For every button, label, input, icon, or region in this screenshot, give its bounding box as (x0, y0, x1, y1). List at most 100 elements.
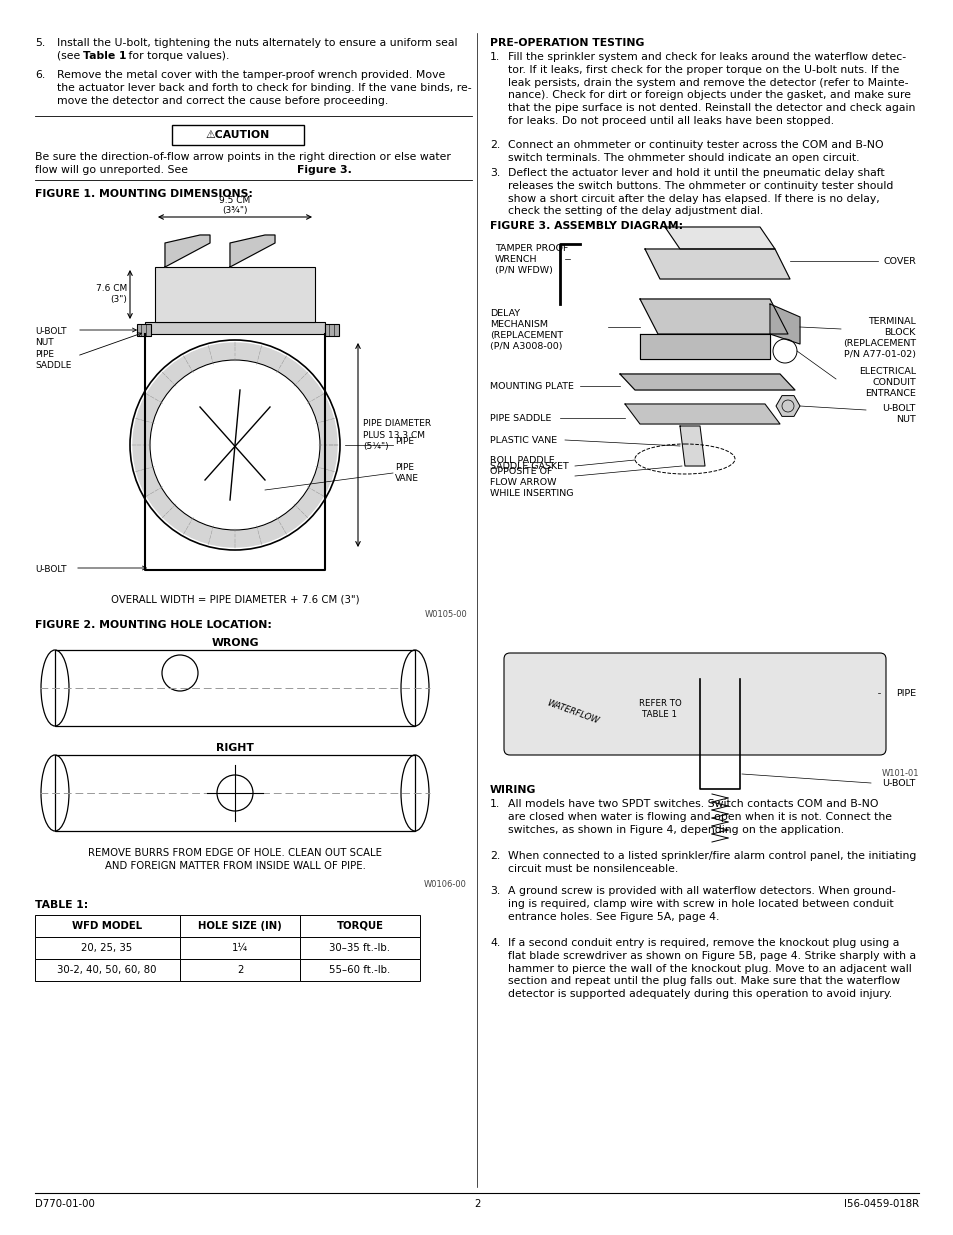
Text: PIPE
VANE: PIPE VANE (395, 463, 418, 483)
Text: 5.: 5. (35, 38, 45, 48)
Text: Be sure the direction-of-flow arrow points in the right direction or else water
: Be sure the direction-of-flow arrow poin… (35, 152, 451, 175)
Text: U-BOLT
NUT: U-BOLT NUT (882, 404, 915, 424)
Text: When connected to a listed sprinkler/fire alarm control panel, the initiating
ci: When connected to a listed sprinkler/fir… (507, 851, 916, 874)
Text: REMOVE BURRS FROM EDGE OF HOLE. CLEAN OUT SCALE
AND FOREIGN MATTER FROM INSIDE W: REMOVE BURRS FROM EDGE OF HOLE. CLEAN OU… (88, 848, 381, 871)
Text: 1¼: 1¼ (232, 944, 248, 953)
Text: WRONG: WRONG (211, 638, 258, 648)
Text: 2: 2 (236, 965, 243, 974)
Text: PIPE: PIPE (395, 437, 414, 446)
Text: Deflect the actuator lever and hold it until the pneumatic delay shaft
releases : Deflect the actuator lever and hold it u… (507, 168, 892, 216)
FancyBboxPatch shape (172, 125, 304, 144)
Text: 7.6 CM
(3"): 7.6 CM (3") (95, 284, 127, 304)
Text: DELAY
MECHANISM
(REPLACEMENT
(P/N A3008-00): DELAY MECHANISM (REPLACEMENT (P/N A3008-… (490, 309, 562, 351)
Bar (325, 324, 338, 336)
Polygon shape (644, 249, 789, 279)
Text: 1.: 1. (490, 52, 499, 62)
Text: MOUNTING PLATE: MOUNTING PLATE (490, 382, 574, 391)
Polygon shape (165, 235, 210, 267)
Polygon shape (775, 395, 800, 416)
Text: TORQUE: TORQUE (336, 921, 383, 931)
Text: COVER: COVER (882, 257, 915, 266)
Polygon shape (639, 299, 787, 333)
Text: 2: 2 (474, 1199, 479, 1209)
Text: SADDLE GASKET: SADDLE GASKET (490, 462, 568, 471)
Text: HOLE SIZE (IN): HOLE SIZE (IN) (198, 921, 281, 931)
Text: 4.: 4. (490, 939, 499, 948)
Text: 6.: 6. (35, 70, 45, 80)
Text: PIPE: PIPE (895, 689, 915, 698)
Text: PLASTIC VANE: PLASTIC VANE (490, 436, 557, 445)
Text: PRE-OPERATION TESTING: PRE-OPERATION TESTING (490, 38, 643, 48)
Text: Install the U-bolt, tightening the nuts alternately to ensure a uniform seal: Install the U-bolt, tightening the nuts … (57, 38, 457, 48)
Text: 1.: 1. (490, 799, 499, 809)
Text: FIGURE 1. MOUNTING DIMENSIONS:: FIGURE 1. MOUNTING DIMENSIONS: (35, 189, 253, 199)
Text: 30–35 ft.-lb.: 30–35 ft.-lb. (329, 944, 390, 953)
Text: PIPE DIAMETER
PLUS 13.3 CM
(5¼"): PIPE DIAMETER PLUS 13.3 CM (5¼") (363, 420, 431, 451)
Bar (180, 960, 299, 981)
Text: D770-01-00: D770-01-00 (35, 1199, 94, 1209)
Text: ⚠CAUTION: ⚠CAUTION (206, 130, 270, 140)
Text: for torque values).: for torque values). (125, 51, 229, 61)
Circle shape (150, 359, 319, 530)
Bar (299, 937, 419, 960)
Text: TAMPER PROOF
WRENCH
(P/N WFDW): TAMPER PROOF WRENCH (P/N WFDW) (495, 245, 568, 275)
Text: U-BOLT: U-BOLT (882, 779, 915, 788)
Text: TERMINAL
BLOCK
(REPLACEMENT
P/N A77-01-02): TERMINAL BLOCK (REPLACEMENT P/N A77-01-0… (842, 317, 915, 359)
Text: WATERFLOW: WATERFLOW (544, 699, 599, 726)
Polygon shape (230, 235, 274, 267)
Text: Figure 3.: Figure 3. (296, 165, 352, 175)
Bar (55, 650, 415, 726)
Bar (154, 267, 314, 322)
Bar (55, 755, 415, 831)
Text: REFER TO
TABLE 1: REFER TO TABLE 1 (638, 699, 680, 719)
Text: ROLL PADDLE
OPPOSITE OF
FLOW ARROW
WHILE INSERTING: ROLL PADDLE OPPOSITE OF FLOW ARROW WHILE… (490, 456, 573, 498)
Text: PIPE SADDLE: PIPE SADDLE (490, 414, 551, 424)
Bar (180, 937, 299, 960)
Polygon shape (664, 227, 774, 249)
Text: ELECTRICAL
CONDUIT
ENTRANCE: ELECTRICAL CONDUIT ENTRANCE (858, 367, 915, 398)
Bar (137, 324, 151, 336)
Text: 55–60 ft.-lb.: 55–60 ft.-lb. (329, 965, 390, 974)
Bar (299, 915, 419, 937)
Text: I56-0459-018R: I56-0459-018R (843, 1199, 918, 1209)
Text: 20, 25, 35: 20, 25, 35 (81, 944, 132, 953)
Text: 3.: 3. (490, 168, 499, 178)
Polygon shape (639, 333, 769, 359)
Text: 2.: 2. (490, 851, 499, 861)
Circle shape (132, 343, 336, 547)
Text: FIGURE 3. ASSEMBLY DIAGRAM:: FIGURE 3. ASSEMBLY DIAGRAM: (490, 221, 682, 231)
Text: W0105-00: W0105-00 (424, 610, 467, 619)
Text: U-BOLT
NUT: U-BOLT NUT (35, 327, 67, 347)
Text: If a second conduit entry is required, remove the knockout plug using a
flat bla: If a second conduit entry is required, r… (507, 939, 915, 999)
Text: TABLE 1:: TABLE 1: (35, 900, 89, 910)
Text: OVERALL WIDTH = PIPE DIAMETER + 7.6 CM (3"): OVERALL WIDTH = PIPE DIAMETER + 7.6 CM (… (111, 595, 359, 605)
Text: A ground screw is provided with all waterflow detectors. When ground-
ing is req: A ground screw is provided with all wate… (507, 885, 895, 921)
FancyBboxPatch shape (503, 653, 885, 755)
Bar (299, 960, 419, 981)
Text: W0106-00: W0106-00 (424, 881, 467, 889)
Text: FIGURE 2. MOUNTING HOLE LOCATION:: FIGURE 2. MOUNTING HOLE LOCATION: (35, 620, 272, 630)
Text: Fill the sprinkler system and check for leaks around the waterflow detec-
tor. I: Fill the sprinkler system and check for … (507, 52, 915, 126)
Text: All models have two SPDT switches. Switch contacts COM and B-NO
are closed when : All models have two SPDT switches. Switc… (507, 799, 891, 835)
Polygon shape (619, 374, 794, 390)
Bar (180, 915, 299, 937)
Text: PIPE
SADDLE: PIPE SADDLE (35, 350, 71, 369)
Text: U-BOLT: U-BOLT (35, 564, 67, 574)
Text: W101-01: W101-01 (881, 769, 918, 778)
Text: 3.: 3. (490, 885, 499, 897)
Bar (35, 960, 180, 981)
Text: 9.5 CM
(3¾"): 9.5 CM (3¾") (219, 195, 251, 215)
Text: 30-2, 40, 50, 60, 80: 30-2, 40, 50, 60, 80 (57, 965, 156, 974)
Bar (35, 937, 180, 960)
Text: 2.: 2. (490, 140, 499, 149)
Text: Remove the metal cover with the tamper-proof wrench provided. Move
the actuator : Remove the metal cover with the tamper-p… (57, 70, 471, 106)
Text: (see: (see (57, 51, 84, 61)
Polygon shape (679, 426, 704, 466)
Bar (145, 322, 325, 333)
Text: WFD MODEL: WFD MODEL (71, 921, 142, 931)
Polygon shape (624, 404, 780, 424)
Polygon shape (769, 304, 800, 345)
Text: Table 1: Table 1 (83, 51, 127, 61)
Bar (35, 915, 180, 937)
Text: Connect an ohmmeter or continuity tester across the COM and B-NO
switch terminal: Connect an ohmmeter or continuity tester… (507, 140, 882, 163)
